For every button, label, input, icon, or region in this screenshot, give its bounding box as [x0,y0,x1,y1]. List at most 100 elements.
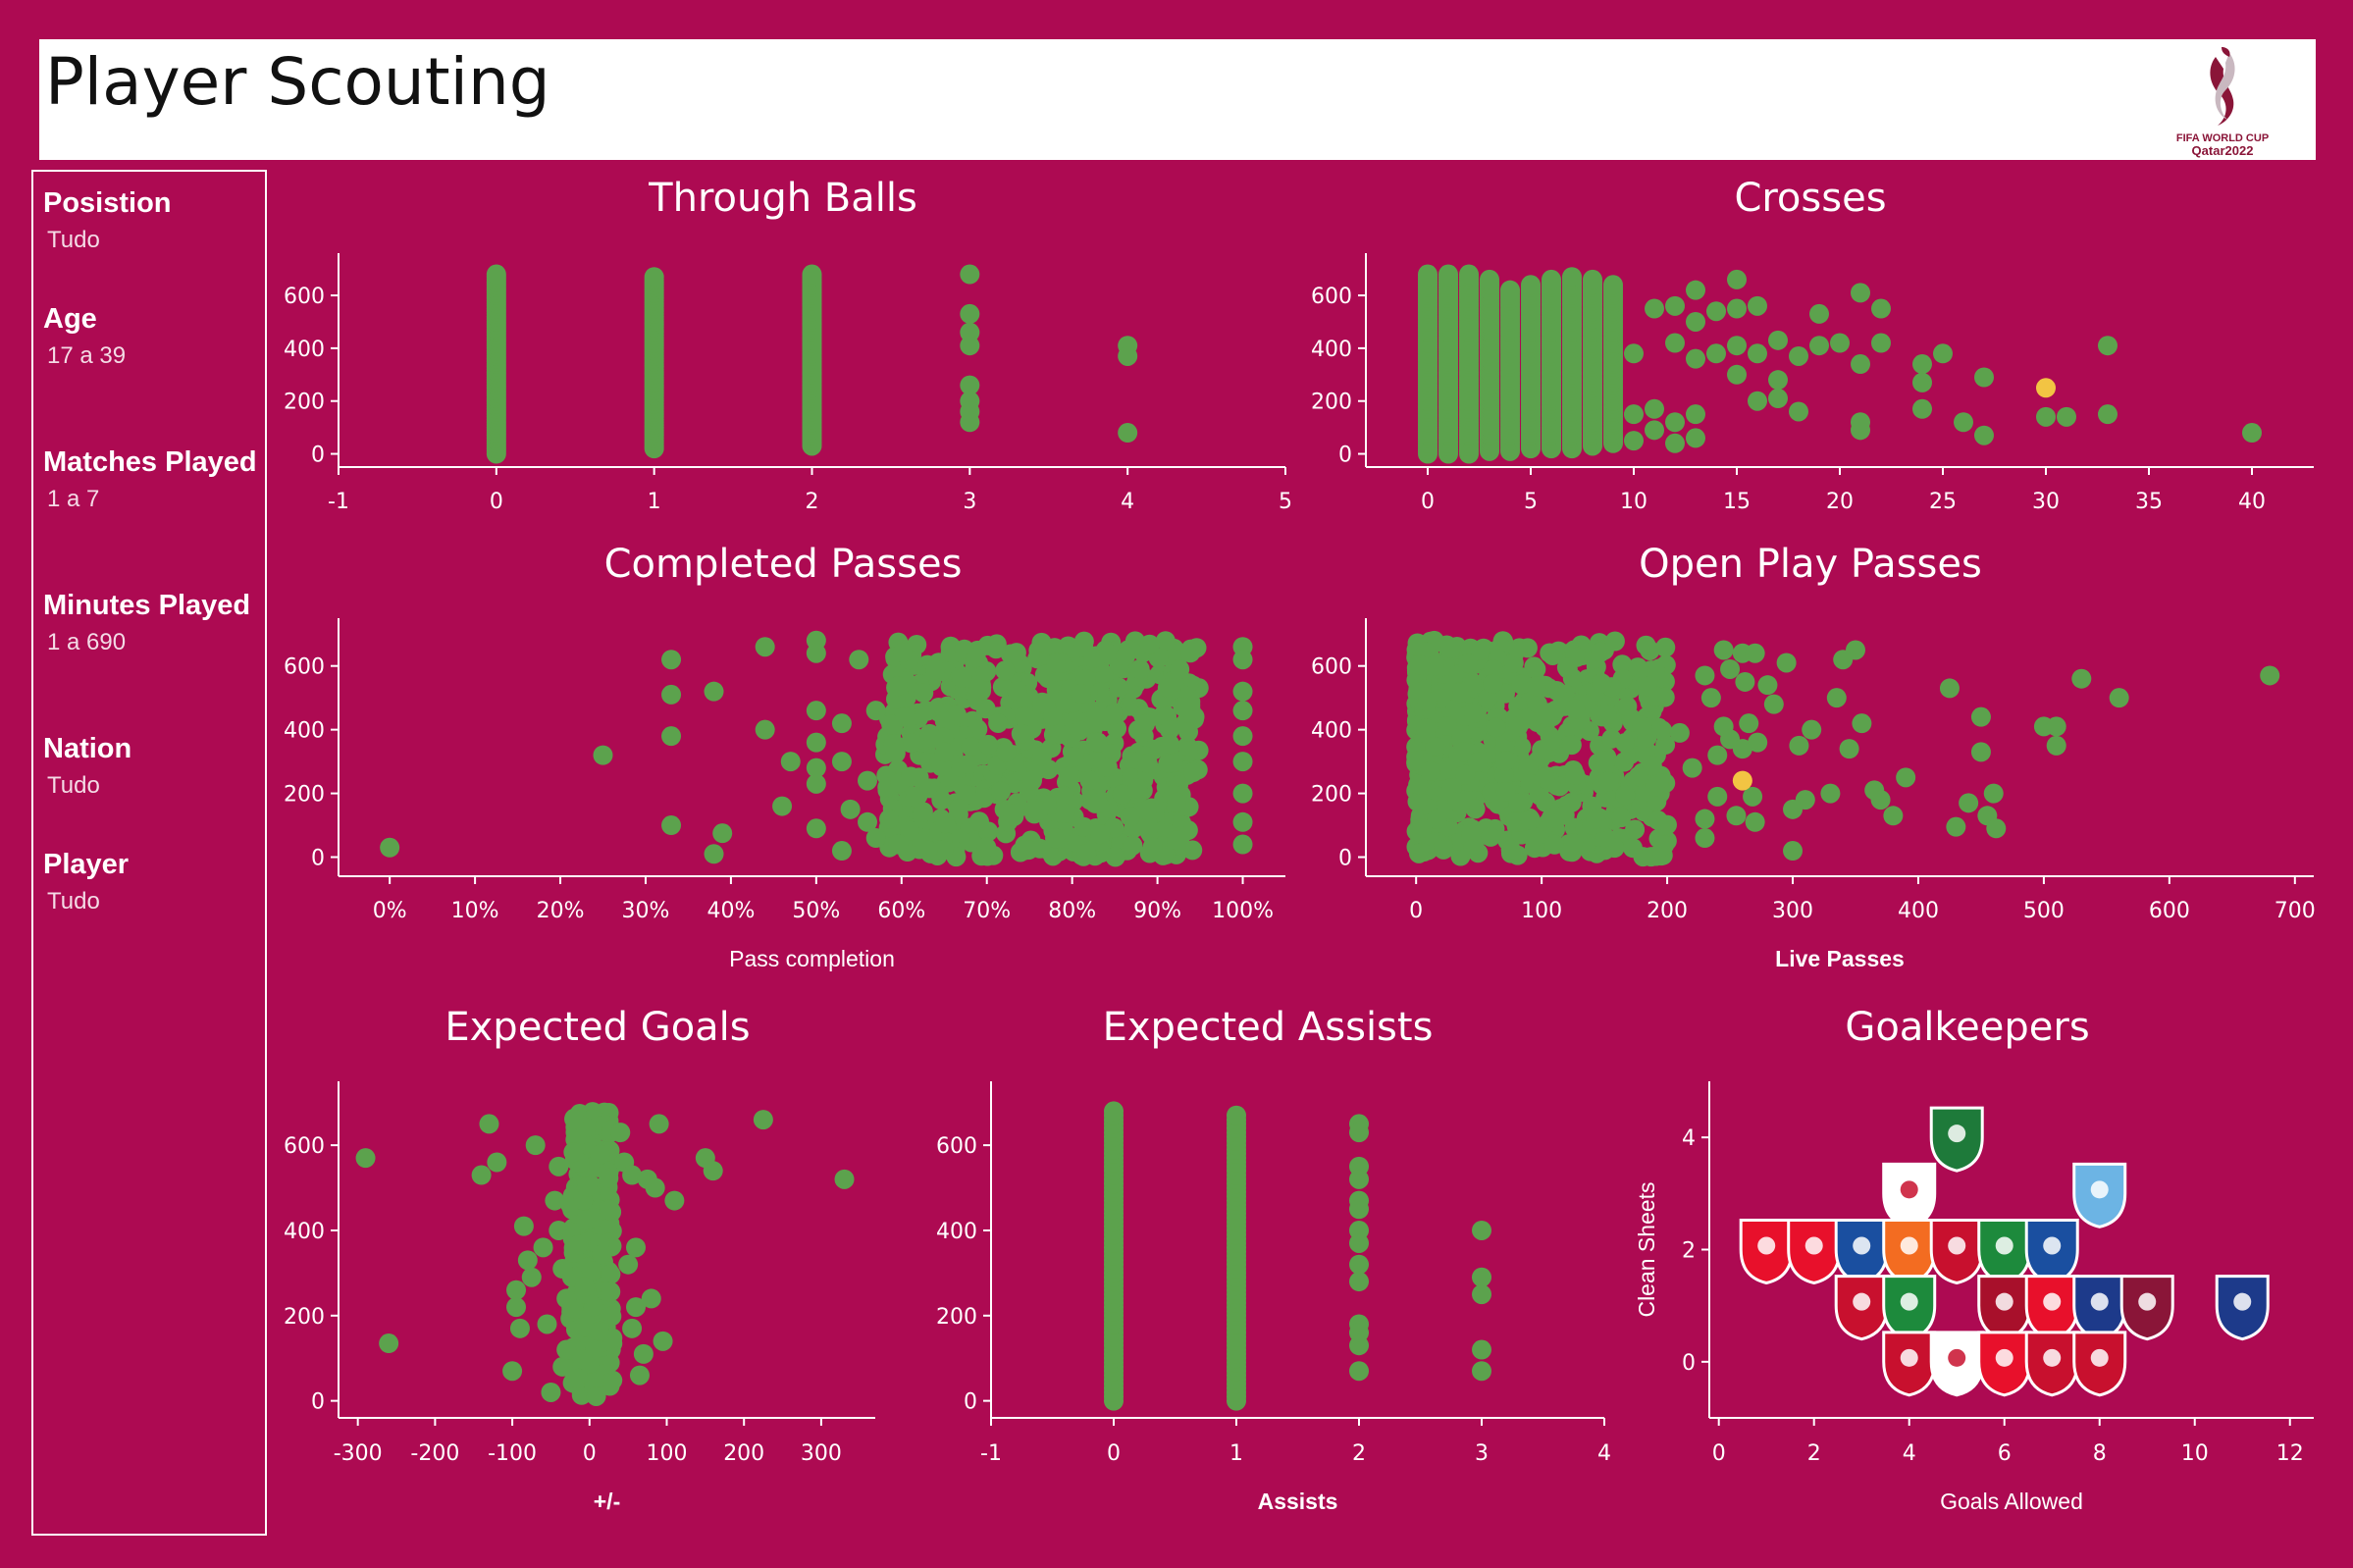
data-point [925,659,946,680]
data-point [1065,747,1085,767]
data-point [601,1281,621,1302]
data-point [2046,716,2066,737]
x-tick-label: 200 [1647,899,1688,923]
filter-value-player[interactable]: Tudo [47,888,100,915]
data-point [2057,406,2076,427]
data-point [1628,657,1648,678]
data-point [1021,770,1042,791]
data-point [1795,790,1815,810]
data-point [1851,283,1870,303]
data-point [1482,782,1502,803]
filter-label-minutes-played: Minutes Played [43,590,251,621]
data-point [1628,766,1648,787]
data-point [599,1168,619,1188]
filter-value-minutes-played[interactable]: 1 a 690 [47,629,127,655]
data-point [1912,398,1932,419]
data-point [549,1220,569,1240]
data-point [626,1237,647,1258]
data-point [1624,431,1644,451]
data-point [1349,1232,1369,1253]
data-point [1455,764,1476,785]
data-point [502,1361,523,1382]
data-point [661,684,682,705]
data-point [592,1244,612,1265]
data-point [952,668,972,689]
x-tick-label: -100 [488,1441,537,1466]
data-point [917,840,938,861]
data-point [1745,643,1765,663]
team-crest-canada [2024,1331,2079,1397]
team-crest-croatia [2024,1219,2079,1285]
crest-emblem [1948,1348,1966,1367]
data-point [471,1165,492,1185]
data-point [1617,696,1638,716]
data-point [704,844,724,864]
filter-value-age[interactable]: 17 a 39 [47,342,127,369]
data-point [1102,706,1123,726]
x-tick-label: -1 [980,1441,1002,1466]
expected_goals-chart: Expected Goals 0 200 400 600 -300 -200 -100 0 100… [284,1005,875,1514]
data-point [521,1267,542,1287]
data-point [888,834,909,855]
x-tick-label: 300 [1772,899,1813,923]
x-tick-label: 3 [1475,1441,1489,1466]
team-crest-albania [1882,1331,1937,1397]
data-point [960,412,980,433]
filter-value-position[interactable]: Tudo [47,227,100,253]
data-point [1748,732,1768,753]
crest-emblem [2090,1348,2109,1367]
x-tick-label: 4 [1597,1441,1611,1466]
data-point [1412,817,1433,838]
data-point [976,837,997,858]
data-point [1134,713,1155,734]
data-point [1912,372,1932,392]
data-point [1970,742,1991,762]
data-point [1748,295,1767,316]
data-point [1583,269,1602,289]
data-point [2071,668,2092,689]
x-tick-label: 50% [792,899,840,923]
data-point [975,661,996,682]
data-point [589,1321,609,1341]
data-point [961,737,981,758]
filter-label-nation: Nation [43,733,132,764]
data-point [1624,343,1644,364]
y-tick-label: 400 [936,1220,977,1244]
team-crest-qatar [2119,1275,2174,1341]
x-tick-label: 70% [963,899,1011,923]
data-point [806,773,826,794]
filter-value-matches-played[interactable]: 1 a 7 [47,486,100,512]
data-point [1420,760,1440,781]
chart-title: Expected Goals [444,1005,750,1050]
data-point [1086,793,1107,813]
data-point [1232,650,1253,670]
y-tick-label: 0 [311,1390,325,1415]
data-point [858,770,878,791]
data-point [1007,681,1027,702]
data-point [1695,828,1715,849]
data-point [1079,770,1100,791]
y-tick-label: 200 [284,783,325,808]
data-point [1349,1199,1369,1220]
data-point [1561,735,1582,756]
data-point [1054,786,1074,807]
data-point [1019,840,1039,861]
data-point [755,719,775,740]
x-tick-label: 40 [2238,490,2266,514]
logo-line1: FIFA WORLD CUP [2176,132,2269,144]
data-point [574,1317,595,1337]
x-tick-label: 0 [583,1441,597,1466]
data-point [892,642,913,662]
chart-title: Expected Assists [1103,1005,1434,1050]
data-point [806,643,826,663]
data-point [934,742,955,762]
data-point [1669,722,1690,743]
data-point [1598,771,1619,792]
y-tick-label: 2 [1682,1239,1696,1264]
data-point [1776,653,1797,673]
team-crest-costa-rica [2215,1275,2270,1341]
x-tick-label: 5 [1279,490,1292,514]
data-point [1526,658,1546,679]
filter-value-nation[interactable]: Tudo [47,772,100,799]
x-tick-label: -300 [334,1441,383,1466]
